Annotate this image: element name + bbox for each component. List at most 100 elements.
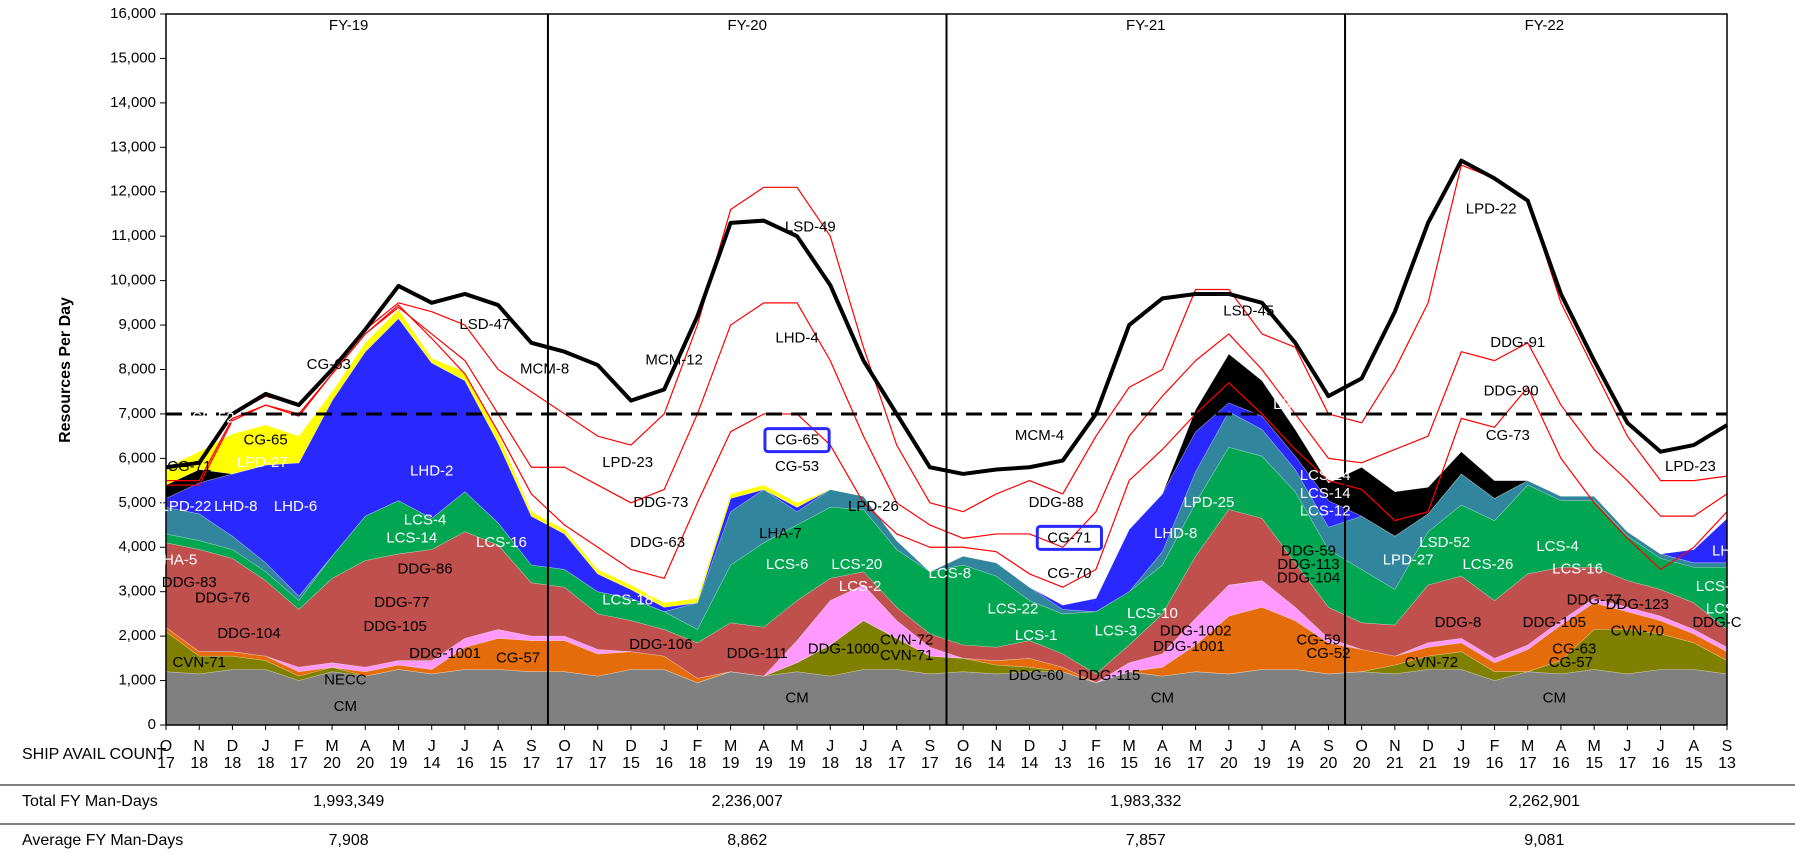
count-label: 15	[1585, 755, 1603, 772]
row-label: Total FY Man-Days	[22, 793, 158, 810]
x-tick-label: M	[1521, 738, 1534, 755]
row-value: 9,081	[1524, 832, 1564, 849]
count-label: 18	[855, 755, 873, 772]
y-tick-label: 4,000	[118, 538, 156, 555]
x-tick-label: M	[392, 738, 405, 755]
annotation: DDG-123	[1606, 596, 1669, 613]
x-tick-label: D	[1422, 738, 1434, 755]
annotation: LCS-2	[839, 578, 882, 595]
x-tick-label: M	[790, 738, 803, 755]
count-label: 21	[1419, 755, 1437, 772]
annotation: LCS-8	[929, 565, 972, 582]
annotation: LPD-27	[237, 454, 288, 471]
annotation: LHA-5	[155, 552, 198, 569]
annotation: DDG-104	[217, 625, 280, 642]
x-tick-label: F	[1091, 738, 1101, 755]
y-tick-label: 1,000	[118, 672, 156, 689]
count-label: 19	[1286, 755, 1304, 772]
period-label: FY-21	[1126, 17, 1165, 34]
x-tick-label: D	[227, 738, 239, 755]
count-label: 17	[589, 755, 607, 772]
annotation-box	[1035, 524, 1103, 551]
annotation: CG-63	[1552, 640, 1596, 657]
x-tick-label: F	[1490, 738, 1500, 755]
annotation: LCS-4	[404, 512, 447, 529]
count-label: 16	[1153, 755, 1171, 772]
annotation: LSD-52	[1419, 534, 1470, 551]
annotation: LCS-16	[476, 534, 527, 551]
annotation: LHA-7	[759, 525, 802, 542]
y-tick-label: 9,000	[118, 316, 156, 333]
x-tick-label: N	[991, 738, 1003, 755]
count-label: 16	[1552, 755, 1570, 772]
annotation: LCS-6	[766, 556, 809, 573]
count-label: 19	[788, 755, 806, 772]
y-tick-label: 7,000	[118, 405, 156, 422]
annotation: DDG-77	[1567, 592, 1622, 609]
count-label: 15	[1120, 755, 1138, 772]
area-segment	[165, 317, 1728, 608]
x-tick-label: S	[925, 738, 936, 755]
annotation: DDG-86	[398, 560, 453, 577]
y-tick-label: 0	[148, 716, 156, 733]
annotation: DDG-91	[1490, 334, 1545, 351]
count-label: 18	[689, 755, 707, 772]
annotation: LPD-23	[1665, 458, 1716, 475]
annotation: CG-73	[1486, 427, 1530, 444]
annotation: LCS-3	[1095, 623, 1138, 640]
x-tick-label: A	[493, 738, 504, 755]
x-tick-label: O	[1355, 738, 1367, 755]
annotation: CG-65	[775, 432, 819, 449]
annotation: CVN-71	[880, 647, 933, 664]
annotation: NECC	[324, 672, 367, 689]
annotation: CVN-72	[880, 632, 933, 649]
annotation: LHD-2	[1470, 258, 1513, 275]
annotation: LHD-8	[214, 498, 257, 515]
x-tick-label: A	[758, 738, 769, 755]
annotation: LCS-4	[1536, 538, 1579, 555]
annotation: DDG-60	[1009, 667, 1064, 684]
annotation: DDG-105	[363, 618, 426, 635]
annotation: DDG-8	[1435, 614, 1482, 631]
annotation: LHD-8	[1154, 525, 1197, 542]
count-label: 18	[224, 755, 242, 772]
count-label: 20	[1220, 755, 1238, 772]
x-tick-label: J	[1059, 738, 1067, 755]
row-value: 8,862	[727, 832, 767, 849]
annotation: CM	[334, 698, 357, 715]
x-tick-label: M	[724, 738, 737, 755]
annotation: DDG-83	[162, 574, 217, 591]
count-label: 16	[655, 755, 673, 772]
x-tick-label: D	[625, 738, 637, 755]
row-value: 1,993,349	[313, 793, 384, 810]
count-label: 15	[1685, 755, 1703, 772]
count-label: 19	[722, 755, 740, 772]
annotation: LCS-14	[386, 529, 437, 546]
annotation: MCM-8	[520, 360, 569, 377]
y-tick-label: 6,000	[118, 449, 156, 466]
annotation: DDG-105	[1523, 614, 1586, 631]
annotation: CG-63	[307, 356, 351, 373]
x-tick-label: J	[1657, 738, 1665, 755]
annotation: LCS-26	[1462, 556, 1513, 573]
annotation: MCM-4	[1015, 427, 1064, 444]
annotation: LCS-12	[1300, 503, 1351, 520]
count-label: 17	[921, 755, 939, 772]
period-label: FY-19	[329, 17, 368, 34]
annotation: DDG-115	[1078, 667, 1140, 684]
annotation: LCS-10	[1127, 605, 1178, 622]
count-label: 17	[556, 755, 574, 772]
x-tick-label: O	[558, 738, 570, 755]
annotation: LPD-27	[1383, 552, 1434, 569]
x-tick-label: F	[693, 738, 703, 755]
count-label: 20	[323, 755, 341, 772]
annotation: DDG-88	[1029, 494, 1084, 511]
annotation: CG-57	[496, 649, 540, 666]
annotation: CM	[1151, 689, 1174, 706]
count-label: 18	[257, 755, 275, 772]
row-value: 2,236,007	[712, 793, 783, 810]
count-label: 20	[1320, 755, 1338, 772]
annotation: LSD-47	[459, 316, 510, 333]
x-tick-label: J	[1225, 738, 1233, 755]
